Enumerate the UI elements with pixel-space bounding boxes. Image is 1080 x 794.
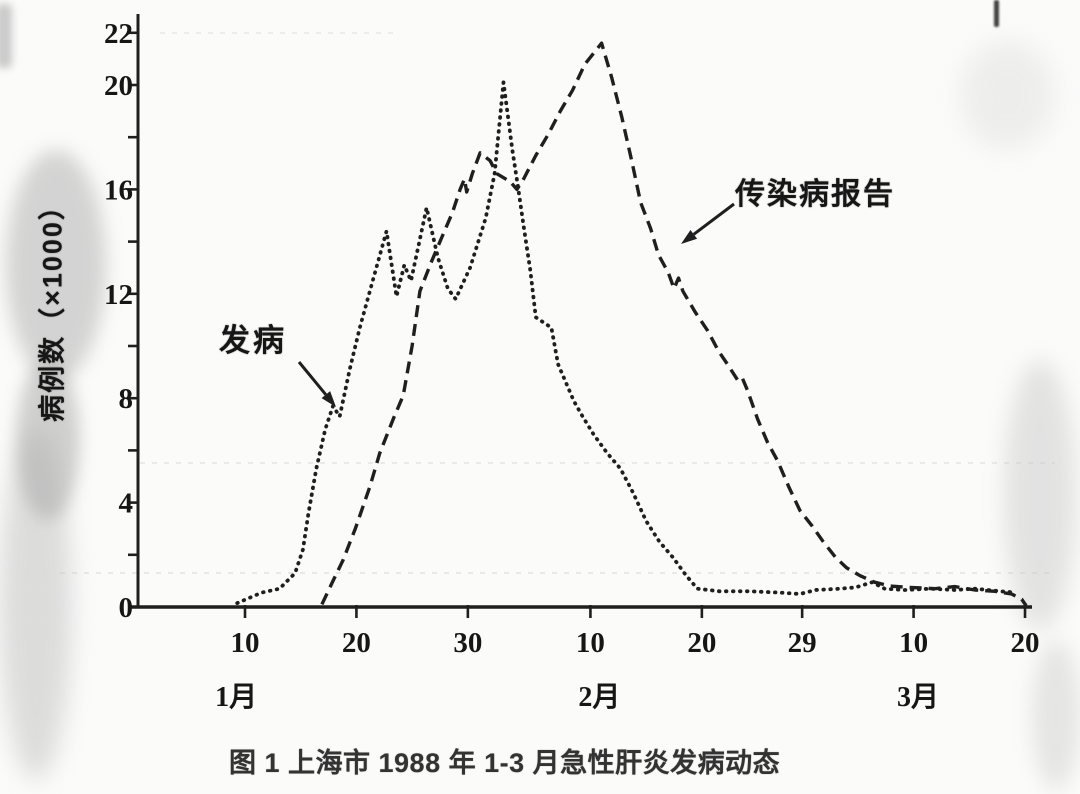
x-tick-label: 29 xyxy=(788,627,817,659)
x-tick-label: 20 xyxy=(342,627,371,659)
annotation-report-label: 传染病报告 xyxy=(735,178,895,211)
x-tick-label: 20 xyxy=(687,627,716,659)
figure-caption: 图 1 上海市 1988 年 1-3 月急性肝炎发病动态 xyxy=(229,748,781,778)
x-tick-label: 10 xyxy=(576,627,605,659)
x-tick-label: 20 xyxy=(1011,627,1040,659)
report-annotation-arrow-head xyxy=(681,230,698,244)
x-tick-label: 10 xyxy=(231,627,260,659)
series-curve-report xyxy=(320,41,1028,607)
y-tick-label: 8 xyxy=(119,383,134,415)
x-month-label: 2月 xyxy=(578,682,620,713)
y-tick-label: 20 xyxy=(104,70,133,102)
y-tick-label: 0 xyxy=(119,592,134,624)
onset-annotation-arrow-shaft xyxy=(297,361,327,396)
series-curve-onset xyxy=(235,80,1018,605)
report-annotation-arrow-shaft xyxy=(692,202,735,236)
y-tick-label: 16 xyxy=(104,174,133,206)
y-tick-label: 4 xyxy=(119,488,134,520)
onset-annotation-arrow-head xyxy=(321,391,336,407)
y-tick-label: 22 xyxy=(104,18,133,50)
x-tick-label: 30 xyxy=(453,627,482,659)
x-month-label: 1月 xyxy=(215,682,257,713)
x-month-label: 3月 xyxy=(897,682,939,713)
y-axis-title: 病例数（×1000） xyxy=(37,191,68,422)
annotation-onset-label: 发病 xyxy=(219,323,287,358)
x-tick-label: 10 xyxy=(899,627,928,659)
y-tick-label: 12 xyxy=(104,279,133,311)
